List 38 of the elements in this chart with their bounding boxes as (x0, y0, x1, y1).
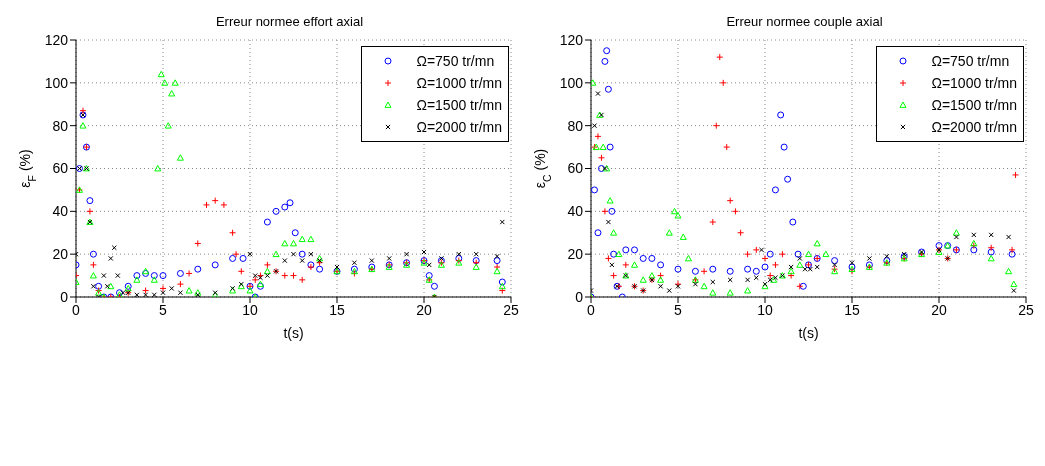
x-tick-label: 10 (242, 301, 258, 318)
x-tick-label: 0 (72, 301, 81, 318)
x-tick-label: 0 (587, 301, 596, 318)
y-tick-label: 40 (52, 203, 69, 220)
y-tick-label: 120 (44, 31, 69, 48)
y-tick-label: 100 (559, 74, 584, 91)
x-tick-label: 25 (1018, 301, 1034, 318)
y-tick-label: 80 (52, 117, 69, 134)
x-tick-label: 15 (329, 301, 345, 318)
y-tick-label: 0 (575, 288, 584, 305)
y-tick-label: 20 (567, 246, 584, 263)
x-tick-label: 20 (931, 301, 947, 318)
y-tick-label: 80 (567, 117, 584, 134)
x-tick-label: 10 (757, 301, 773, 318)
y-tick-label: 40 (567, 203, 584, 220)
x-tick-label: 5 (159, 301, 168, 318)
y-tick-label: 60 (567, 160, 584, 177)
x-tick-label: 25 (503, 301, 519, 318)
legend-label: Ω=1000 tr/mn (931, 75, 1017, 91)
legend-label: Ω=2000 tr/mn (931, 119, 1017, 135)
y-tick-label: 60 (52, 160, 69, 177)
x-axis-title: t(s) (283, 325, 304, 341)
chart-title: Erreur normee effort axial (214, 14, 365, 29)
y-tick-label: 100 (44, 74, 69, 91)
legend-label: Ω=1500 tr/mn (931, 97, 1017, 113)
x-tick-label: 20 (416, 301, 432, 318)
legend-label: Ω=1000 tr/mn (416, 75, 502, 91)
legend-label: Ω=750 tr/mn (931, 53, 1010, 69)
y-tick-label: 20 (52, 246, 69, 263)
x-tick-label: 15 (844, 301, 860, 318)
chart-title: Erreur normee couple axial (725, 14, 884, 29)
x-tick-label: 5 (674, 301, 683, 318)
y-tick-label: 120 (559, 31, 584, 48)
y-tick-label: 0 (60, 288, 69, 305)
legend-label: Ω=2000 tr/mn (416, 119, 502, 135)
x-axis-title: t(s) (798, 325, 819, 341)
legend-label: Ω=1500 tr/mn (416, 97, 502, 113)
legend-label: Ω=750 tr/mn (416, 53, 495, 69)
